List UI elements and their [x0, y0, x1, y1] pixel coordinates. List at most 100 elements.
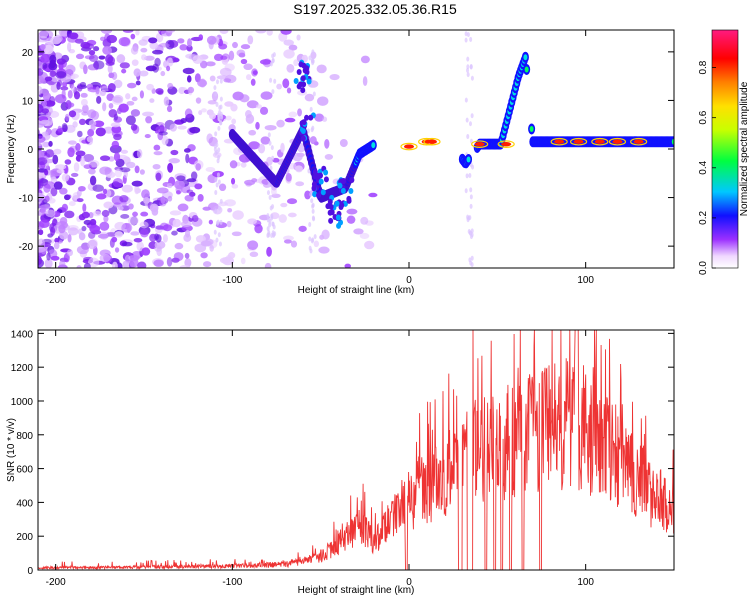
- spectrogram-blob: [48, 62, 58, 71]
- spectrogram-cluster: [339, 202, 345, 209]
- spectrogram-blob: [117, 205, 124, 211]
- spectrogram-streak: [469, 194, 473, 200]
- spectrogram-blob: [89, 224, 101, 233]
- spectrogram-blob: [49, 70, 57, 77]
- spectrogram-y-label: Frequency (Hz): [6, 115, 17, 184]
- spectrogram-streak: [466, 56, 470, 62]
- spectrogram-streak: [468, 172, 472, 178]
- spectrogram-blob: [88, 54, 99, 63]
- spectrogram-blob: [166, 105, 173, 113]
- spectrogram-peak-halo-8: [471, 140, 489, 148]
- spectrogram-blob: [225, 254, 232, 261]
- spectrogram-blob: [174, 242, 184, 250]
- spectrogram-blob: [266, 246, 272, 257]
- spectrogram-blob: [200, 252, 208, 259]
- spectrogram-blob: [208, 219, 214, 225]
- spectrogram-blob: [192, 55, 203, 64]
- spectrogram-streak: [464, 97, 468, 103]
- spectrogram-blob: [360, 55, 370, 64]
- spectrogram-cluster: [300, 127, 306, 134]
- spectrogram-blob: [202, 261, 212, 268]
- spectrogram-blob: [65, 64, 76, 74]
- spectrogram-streak: [214, 131, 218, 137]
- spectrogram-blob: [346, 215, 356, 224]
- spectrogram-blob: [68, 201, 76, 207]
- spectrogram-cluster: [323, 176, 329, 183]
- spectrogram-blob: [101, 209, 110, 217]
- spectrogram-blob: [346, 208, 358, 215]
- spectrogram-streak: [218, 109, 222, 115]
- spectrogram-blob: [228, 50, 235, 61]
- spectrogram-streak: [469, 203, 473, 209]
- spectrogram-streak: [313, 234, 317, 240]
- spectrogram-streak: [214, 208, 218, 214]
- spectrogram-blob: [292, 152, 303, 162]
- spectrogram-streak: [266, 226, 270, 232]
- spectrogram-blob: [64, 113, 70, 122]
- spectrogram-streak: [272, 52, 276, 58]
- spectrogram-streak: [470, 75, 474, 81]
- spectrogram-blob: [246, 100, 259, 109]
- snr-y-tick-label-7: 1400: [11, 329, 34, 340]
- spectrogram-streak: [217, 179, 221, 185]
- spectrogram-blob: [240, 44, 251, 50]
- snr-y-tick-label-5: 1000: [11, 397, 34, 408]
- chart-title: S197.2025.332.05.36.R15: [293, 1, 457, 17]
- spectrogram-blob: [297, 108, 302, 117]
- spectrogram-cluster: [340, 187, 346, 194]
- spectrogram-blob: [209, 112, 216, 120]
- spectrogram-blob: [157, 30, 167, 35]
- spectrogram-blob: [79, 81, 87, 88]
- spectrogram-blob: [198, 110, 203, 116]
- spectrogram-streak: [466, 32, 470, 38]
- spectrogram-blob: [53, 241, 60, 250]
- spectrogram-peak-2: [426, 139, 437, 144]
- spectrogram-blob: [186, 75, 192, 83]
- spectrogram-blob: [180, 221, 192, 228]
- spectrogram-blob: [131, 180, 143, 187]
- spectrogram-blob: [53, 181, 63, 190]
- spectrogram-blob: [190, 171, 198, 180]
- spectrogram-blob: [82, 203, 87, 213]
- snr-frame: [37, 329, 675, 571]
- spectrogram-blob: [276, 83, 282, 90]
- spectrogram-blob: [249, 251, 259, 258]
- spectrogram-blob: [278, 214, 287, 223]
- snr-panel: -200 -100 0 100 0 200 400 600 800 1000 1200 1400 H…: [6, 329, 675, 596]
- spectrogram-blob: [364, 240, 375, 250]
- spectrogram-x-tick-label-3: 100: [577, 275, 594, 286]
- colorbar-tick-label-2: 0.4: [698, 160, 709, 174]
- spectrogram-cluster: [349, 177, 355, 184]
- spectrogram-streak: [271, 89, 275, 95]
- spectrogram-blob: [68, 110, 77, 118]
- spectrogram-blob: [152, 163, 161, 170]
- spectrogram-blob: [239, 94, 250, 103]
- spectrogram-streak: [220, 114, 224, 120]
- spectrogram-blob: [165, 30, 176, 33]
- spectrogram-blob: [83, 164, 92, 170]
- spectrogram-blob: [247, 218, 257, 225]
- spectrogram-blob: [119, 194, 129, 203]
- spectrogram-blob: [167, 82, 174, 90]
- spectrogram-blob: [125, 161, 136, 169]
- spectrogram-blob: [288, 111, 298, 118]
- snr-series-line: [38, 330, 674, 570]
- spectrogram-blob: [62, 124, 68, 133]
- spectrogram-x-ticks: -200 -100 0 100: [46, 30, 594, 286]
- spectrogram-blob: [61, 173, 70, 182]
- spectrogram-blob: [93, 46, 100, 52]
- spectrogram-blob: [359, 232, 370, 240]
- spectrogram-streak: [309, 248, 313, 254]
- spectrogram-streak: [270, 145, 274, 151]
- spectrogram-blob: [60, 86, 69, 91]
- spectrogram-blob: [324, 154, 334, 160]
- spectrogram-blob: [296, 34, 301, 41]
- spectrogram-blob: [90, 124, 96, 131]
- spectrogram-cluster: [318, 172, 324, 179]
- spectrogram-blob: [368, 192, 378, 198]
- spectrogram-blob: [76, 189, 82, 197]
- spectrogram-blob: [283, 239, 292, 244]
- spectrogram-blob: [324, 138, 330, 149]
- spectrogram-blob: [95, 127, 106, 137]
- spectrogram-blob: [195, 235, 206, 243]
